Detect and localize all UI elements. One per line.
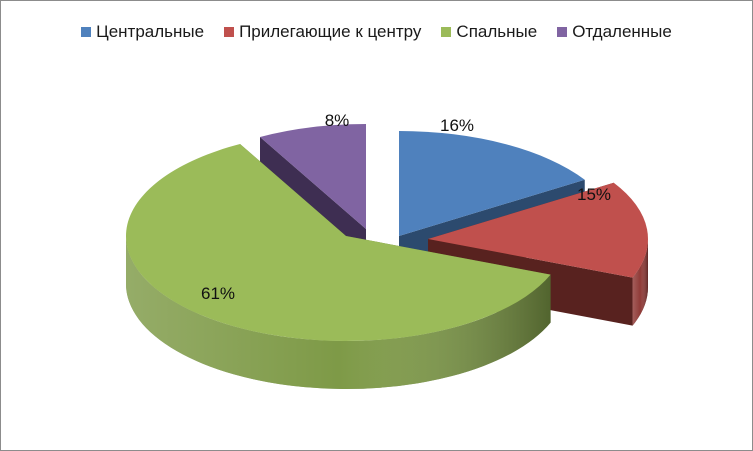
pie-slice-sleeping [125,143,551,389]
legend-swatch-sleeping [441,27,452,37]
legend-swatch-adjacent [224,27,235,37]
legend-item-remote: Отдаленные [557,22,672,42]
pie-slice-sleeping-rim-shade-0 [125,236,551,389]
legend-label-sleeping: Спальные [456,22,538,41]
pie-slice-remote-top [260,124,366,229]
pie-slice-central-top [399,131,585,236]
legend-item-adjacent: Прилегающие к центру [224,22,421,42]
slice-label-sleeping: 61% [201,284,235,303]
legend-item-sleeping: Спальные [441,22,537,42]
legend-label-remote: Отдаленные [572,22,672,41]
legend-label-central: Центральные [96,22,205,41]
slice-label-remote: 8% [325,111,350,130]
legend-label-adjacent: Прилегающие к центру [239,22,422,41]
slice-label-adjacent: 15% [577,185,611,204]
slice-label-central: 16% [440,116,474,135]
legend-swatch-remote [557,27,568,37]
legend-swatch-central [81,27,92,37]
legend-item-central: Центральные [81,22,204,42]
pie-slice-adjacent-rim-shade-0 [632,239,648,326]
pie-slice-adjacent-top [428,182,648,278]
pie-slice-sleeping-top [125,143,551,341]
chart-legend: Центральные Прилегающие к центру Спальны… [0,19,753,45]
